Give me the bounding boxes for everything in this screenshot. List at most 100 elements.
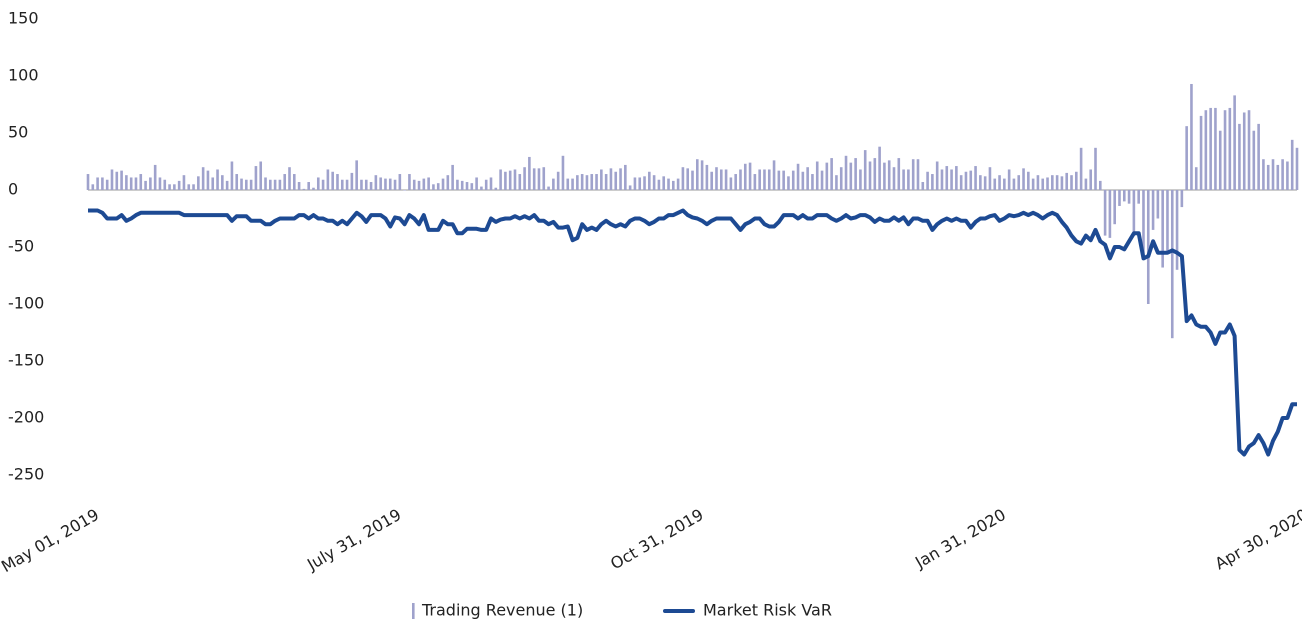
bar: [249, 179, 253, 190]
bar: [436, 183, 440, 190]
bar: [739, 169, 742, 190]
bar: [484, 179, 488, 190]
bar: [950, 169, 953, 190]
bar: [518, 174, 522, 190]
bar: [652, 175, 656, 190]
bar: [508, 170, 512, 190]
bar: [767, 169, 771, 190]
bar: [173, 184, 176, 190]
bar: [1233, 95, 1236, 190]
bar: [590, 174, 594, 190]
bar: [1046, 177, 1049, 190]
bar: [537, 168, 541, 190]
bar: [168, 184, 171, 190]
bar: [235, 174, 239, 190]
y-tick-label: -200: [8, 408, 44, 427]
bar: [705, 164, 709, 190]
bar: [465, 182, 469, 190]
bar: [1170, 190, 1174, 339]
bar: [1065, 172, 1069, 190]
bar: [1108, 190, 1112, 238]
bar: [523, 167, 526, 190]
bar: [374, 175, 378, 190]
x-tick-label: May 01, 2019: [0, 505, 102, 576]
bar: [1276, 164, 1280, 190]
bar: [460, 180, 464, 190]
bar: [897, 158, 901, 190]
bar: [480, 186, 483, 190]
bar: [969, 170, 973, 190]
bar: [945, 166, 949, 190]
bar: [345, 179, 349, 190]
y-tick-label: -150: [8, 351, 44, 370]
x-tick-label: Apr 30, 2020: [1212, 505, 1302, 573]
bar: [686, 168, 690, 190]
bar: [830, 158, 833, 190]
bar: [1228, 107, 1232, 190]
bar: [1098, 180, 1102, 190]
bar: [350, 172, 354, 190]
bar: [1180, 190, 1184, 208]
bar: [1017, 175, 1021, 190]
bar: [892, 167, 896, 190]
bar: [1266, 164, 1270, 190]
bar: [432, 184, 435, 190]
bar: [494, 187, 498, 190]
bar: [388, 178, 392, 190]
bar: [240, 178, 243, 190]
bar: [451, 164, 454, 190]
bar: [417, 180, 421, 190]
bar: [576, 175, 579, 190]
bar: [753, 174, 757, 190]
y-tick-label: 0: [8, 180, 18, 199]
bar: [715, 167, 718, 190]
bar: [820, 170, 824, 190]
bar: [1286, 161, 1289, 190]
bar: [292, 174, 296, 190]
bar: [624, 164, 627, 190]
bar: [979, 175, 982, 190]
bar: [926, 171, 929, 190]
bar: [225, 180, 229, 190]
bar: [868, 161, 872, 190]
x-tick-label: Jan 31, 2020: [911, 505, 1009, 572]
bar: [878, 146, 881, 190]
bar: [648, 171, 651, 190]
bar: [734, 174, 737, 190]
bar: [1146, 190, 1150, 304]
y-tick-label: 150: [8, 9, 39, 28]
bar: [859, 169, 862, 190]
bar: [110, 169, 114, 190]
bar: [273, 179, 277, 190]
bar: [902, 169, 905, 190]
bar: [115, 171, 119, 190]
x-tick-label: July 31, 2019: [303, 505, 404, 575]
bar: [312, 187, 315, 190]
bar: [542, 167, 546, 190]
bar: [1151, 190, 1155, 230]
bar: [139, 174, 143, 190]
bar: [1127, 190, 1131, 204]
bar: [307, 182, 310, 190]
bar: [801, 171, 805, 190]
bar: [1103, 190, 1107, 236]
bar: [158, 177, 162, 190]
bar: [475, 177, 478, 190]
bar: [561, 155, 565, 190]
bar: [278, 179, 282, 190]
bar: [566, 178, 570, 190]
bar: [1199, 115, 1203, 190]
bar: [259, 161, 263, 190]
bar: [470, 183, 474, 190]
bar: [379, 177, 382, 190]
bar: [1022, 168, 1025, 190]
bar: [336, 174, 339, 190]
bar: [921, 182, 925, 190]
bar: [1209, 107, 1212, 190]
bar: [1027, 171, 1030, 190]
bar: [1055, 175, 1059, 190]
bar: [221, 175, 224, 190]
bar: [254, 166, 258, 190]
bar: [628, 185, 632, 190]
bar: [216, 169, 219, 190]
